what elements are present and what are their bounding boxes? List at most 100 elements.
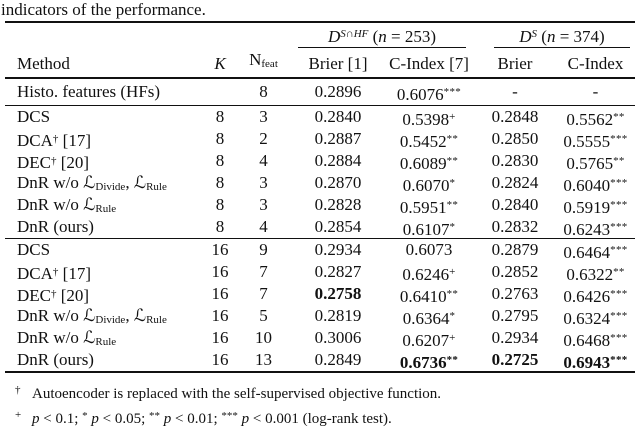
value-cell: 0.6076*** <box>396 85 462 104</box>
value-cell: 0.6073 <box>405 240 453 259</box>
table-header-rule <box>5 77 635 79</box>
block-divider-rule <box>5 238 635 239</box>
nfeat-cell: 7 <box>259 262 268 281</box>
method-cell: DEC† [20] <box>17 286 90 305</box>
footnote-dagger: † Autoencoder is replaced with the self-s… <box>15 384 442 402</box>
value-cell: 0.5951** <box>399 198 459 217</box>
k-cell: 16 <box>211 306 229 325</box>
value-cell: 0.6464*** <box>563 243 628 262</box>
table-row: DEC† [20] 8 4 0.2884 0.6089** 0.2830 0.5765** <box>5 150 635 173</box>
table-row: DCS 8 3 0.2840 0.5398+ 0.2848 0.5562** <box>5 106 635 129</box>
value-cell: 0.6426*** <box>563 287 628 306</box>
value-cell: 0.6207+ <box>402 331 456 350</box>
value-cell: 0.6040*** <box>563 176 628 195</box>
footnote-significance: + p < 0.1; * p < 0.05; ** p < 0.01; *** p… <box>15 409 392 427</box>
value-cell: 0.2848 <box>491 107 539 126</box>
value-cell: 0.2819 <box>314 306 362 325</box>
value-cell: 0.2827 <box>314 262 362 281</box>
value-cell: 0.2758 <box>314 284 362 303</box>
nfeat-cell: 10 <box>255 328 272 347</box>
col-header-cindex-1: C-Index [7] <box>389 54 469 73</box>
value-cell: 0.6107* <box>402 220 456 239</box>
value-cell: 0.5452** <box>399 132 459 151</box>
value-cell: 0.6070* <box>402 176 456 195</box>
nfeat-cell: 8 <box>259 82 268 101</box>
col-header-nfeat: Nfeat <box>249 50 278 71</box>
value-cell: 0.2840 <box>314 107 362 126</box>
col-header-cindex-2: C-Index <box>567 54 624 73</box>
nfeat-cell: 3 <box>259 173 268 192</box>
nfeat-cell: 9 <box>259 240 268 259</box>
value-cell: 0.6410** <box>399 287 459 306</box>
table-row: DEC† [20] 16 7 0.2758 0.6410** 0.2763 0.6426**… <box>5 283 635 306</box>
block-divider-rule <box>5 105 635 106</box>
nfeat-cell: 7 <box>259 284 268 303</box>
method-cell: DnR w/o ℒRule <box>17 195 117 215</box>
value-cell: 0.2870 <box>314 173 362 192</box>
value-cell: 0.6943*** <box>563 353 628 372</box>
value-cell: 0.5765** <box>566 154 625 173</box>
group-header-dataset-s: DS (n = 374) <box>494 23 630 48</box>
value-cell: 0.6468*** <box>563 331 628 350</box>
method-cell: DCA† [17] <box>17 264 91 283</box>
table-row: DnR (ours) 8 4 0.2854 0.6107* 0.2832 0.6243*** <box>5 216 635 239</box>
k-cell: 16 <box>211 328 229 347</box>
value-cell: 0.2725 <box>491 350 539 369</box>
value-cell: 0.2840 <box>491 195 539 214</box>
method-cell: DnR (ours) <box>17 350 94 369</box>
nfeat-cell: 3 <box>259 107 268 126</box>
method-cell: DnR w/o ℒDivide, ℒRule <box>17 173 167 193</box>
value-cell: 0.2828 <box>314 195 362 214</box>
value-cell: 0.6243*** <box>563 220 628 239</box>
table-body: Histo. features (HFs) 8 0.2896 0.6076*** - - D… <box>5 79 635 372</box>
k-cell: 8 <box>215 195 225 214</box>
value-cell: 0.2850 <box>491 129 539 148</box>
value-cell: - <box>592 82 599 101</box>
k-cell: 8 <box>215 173 225 192</box>
table-row: DnR (ours) 16 13 0.2849 0.6736** 0.2725 0.6943… <box>5 349 635 372</box>
value-cell: 0.6324*** <box>563 309 628 328</box>
method-cell: DCS <box>17 240 51 259</box>
column-header-row: Method K Nfeat Brier [1] C-Index [7] Bri… <box>5 48 635 77</box>
nfeat-cell: 4 <box>259 151 268 170</box>
table-row: DnR w/o ℒRule 8 3 0.2828 0.5951** 0.2840 0.591… <box>5 194 635 217</box>
value-cell: 0.2830 <box>491 151 539 170</box>
value-cell: 0.6089** <box>399 154 459 173</box>
table-row: DnR w/o ℒDivide, ℒRule 8 3 0.2870 0.6070* 0.2… <box>5 172 635 195</box>
table-row: DnR w/o ℒDivide, ℒRule 16 5 0.2819 0.6364* 0.… <box>5 305 635 328</box>
method-cell: DCA† [17] <box>17 131 91 150</box>
method-cell: DCS <box>17 107 51 126</box>
value-cell: 0.3006 <box>314 328 362 347</box>
group-header-row: DS∩HF (n = 253) DS (n = 374) <box>5 23 635 48</box>
value-cell: 0.2824 <box>491 173 539 192</box>
value-cell: 0.2884 <box>314 151 362 170</box>
value-cell: 0.2763 <box>491 284 539 303</box>
value-cell: 0.6246+ <box>402 265 456 284</box>
nfeat-cell: 4 <box>259 217 268 236</box>
footnotes: † Autoencoder is replaced with the self-s… <box>0 380 640 430</box>
k-cell: 16 <box>211 262 229 281</box>
value-cell: 0.6322** <box>566 265 625 284</box>
value-cell: 0.6364* <box>402 309 456 328</box>
group-header-dataset-s-intersect-hf: DS∩HF (n = 253) <box>298 23 466 48</box>
value-cell: 0.5398+ <box>402 110 456 129</box>
col-header-k: K <box>214 54 226 73</box>
col-header-brier-2: Brier <box>497 54 533 73</box>
value-cell: 0.2934 <box>491 328 539 347</box>
value-cell: 0.2854 <box>314 217 362 236</box>
method-cell: DEC† [20] <box>17 153 90 172</box>
value-cell: 0.2832 <box>491 217 539 236</box>
method-cell: Histo. features (HFs) <box>17 82 161 101</box>
k-cell: 16 <box>211 284 229 303</box>
table-row: DCA† [17] 16 7 0.2827 0.6246+ 0.2852 0.6322** <box>5 261 635 284</box>
value-cell: 0.2879 <box>491 240 539 259</box>
k-cell: 16 <box>211 350 229 369</box>
nfeat-cell: 5 <box>259 306 268 325</box>
k-cell: 8 <box>215 129 225 148</box>
value-cell: 0.2852 <box>491 262 539 281</box>
caption-text: indicators of the performance. <box>1 0 206 19</box>
value-cell: 0.6736** <box>399 353 459 372</box>
table-row: DCA† [17] 8 2 0.2887 0.5452** 0.2850 0.5555*** <box>5 128 635 151</box>
table-top-rule <box>5 21 635 23</box>
method-cell: DnR w/o ℒDivide, ℒRule <box>17 306 167 326</box>
